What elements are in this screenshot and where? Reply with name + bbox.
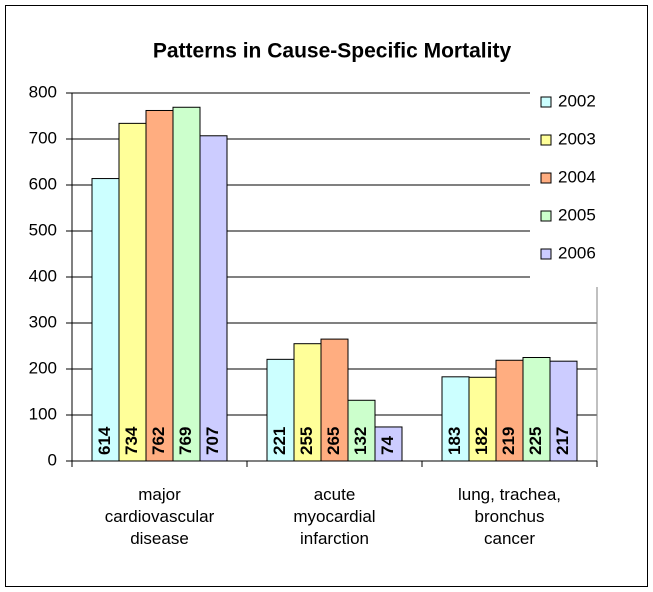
chart-title: Patterns in Cause-Specific Mortality xyxy=(153,40,512,63)
bar xyxy=(320,338,349,462)
bar xyxy=(495,359,524,462)
x-tick-label: major cardiovascular disease xyxy=(104,485,215,548)
y-tick-label: 500 xyxy=(29,220,57,239)
legend-swatch xyxy=(540,134,552,146)
y-tick-label: 700 xyxy=(29,128,57,147)
x-tick-label: lung, trachea, bronchus cancer xyxy=(457,485,561,548)
legend-label: 2003 xyxy=(558,129,596,148)
legend-swatch xyxy=(540,210,552,222)
legend-label: 2002 xyxy=(558,91,596,110)
bar xyxy=(91,178,120,462)
legend-swatch xyxy=(540,172,552,184)
legend-swatch xyxy=(540,96,552,108)
data-label: 217 xyxy=(553,427,572,455)
legend-label: 2006 xyxy=(558,243,596,262)
bar xyxy=(199,135,228,462)
y-tick-label: 400 xyxy=(29,266,57,285)
data-label: 769 xyxy=(176,427,195,455)
y-tick-label: 0 xyxy=(48,450,57,469)
y-tick-label: 100 xyxy=(29,404,57,423)
data-label: 225 xyxy=(526,427,545,455)
bar xyxy=(172,106,201,462)
data-label: 707 xyxy=(203,427,222,455)
bar xyxy=(266,358,295,462)
data-label: 219 xyxy=(499,427,518,455)
data-label: 74 xyxy=(378,436,397,455)
bar xyxy=(522,357,551,462)
legend-label: 2005 xyxy=(558,205,596,224)
data-label: 132 xyxy=(351,427,370,455)
data-label: 221 xyxy=(270,427,289,455)
legend-swatch xyxy=(540,248,552,260)
x-tick-label: acute myocardial infarction xyxy=(293,485,376,548)
y-tick-label: 200 xyxy=(29,358,57,377)
bar xyxy=(118,122,147,462)
bar xyxy=(441,376,470,462)
y-tick-label: 800 xyxy=(29,82,57,101)
data-label: 762 xyxy=(149,427,168,455)
bar xyxy=(145,109,174,462)
y-tick-label: 300 xyxy=(29,312,57,331)
data-label: 734 xyxy=(122,426,141,455)
legend-label: 2004 xyxy=(558,167,596,186)
data-label: 182 xyxy=(472,427,491,455)
bar xyxy=(468,376,497,462)
data-label: 255 xyxy=(297,427,316,455)
data-label: 614 xyxy=(95,426,114,455)
data-label: 265 xyxy=(324,427,343,455)
y-tick-label: 600 xyxy=(29,174,57,193)
data-label: 183 xyxy=(445,427,464,455)
bar xyxy=(374,426,403,462)
bar xyxy=(549,360,578,462)
